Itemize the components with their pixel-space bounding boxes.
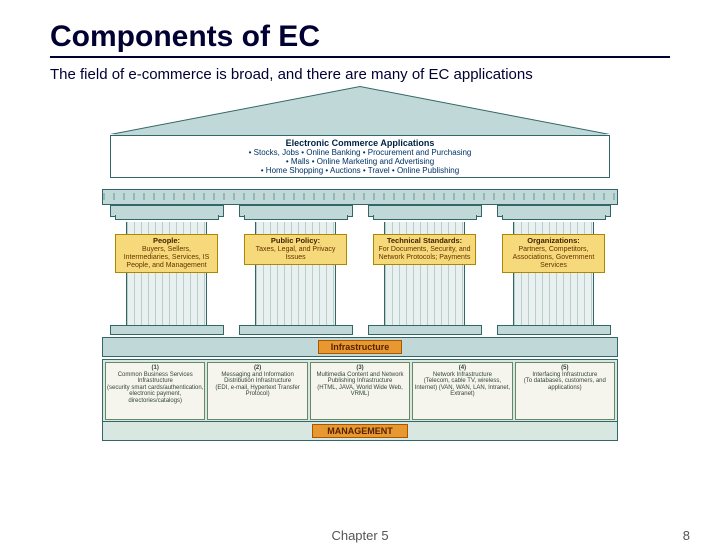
foundation-box: (1) Common Business Services Infrastruct…: [105, 362, 205, 420]
infrastructure-bar: Infrastructure: [102, 337, 618, 357]
pillars-row: People: Buyers, Sellers, Intermediaries,…: [102, 205, 618, 335]
foundation-box: (5) Interfacing Infrastructure (To datab…: [515, 362, 615, 420]
pillar-base: [239, 325, 353, 335]
pillar-plaque: Organizations: Partners, Competitors, As…: [502, 234, 604, 273]
management-bar: MANAGEMENT: [102, 421, 618, 441]
pillar-shaft: Public Policy: Taxes, Legal, and Privacy…: [255, 222, 335, 325]
banner-line: • Home Shopping • Auctions • Travel • On…: [115, 166, 605, 175]
fbox-detail: (To databases, customers, and applicatio…: [517, 378, 613, 391]
fbox-title: Common Business Services Infrastructure: [107, 372, 203, 385]
fbox-title: Multimedia Content and Network Publishin…: [312, 372, 408, 385]
pillar-capital: [110, 205, 224, 217]
fbox-num: (3): [312, 365, 408, 372]
fbox-title: Network Infrastructure: [414, 372, 510, 379]
title-rule: [50, 56, 670, 58]
pillar-shaft: Organizations: Partners, Competitors, As…: [513, 222, 593, 325]
pillar-plaque: Technical Standards: For Documents, Secu…: [373, 234, 475, 265]
plaque-head: Organizations:: [505, 237, 601, 246]
pillar-base: [110, 325, 224, 335]
cornice-bar: [102, 189, 618, 205]
banner-line: • Malls • Online Marketing and Advertisi…: [115, 157, 605, 166]
banner-line: • Stocks, Jobs • Online Banking • Procur…: [115, 148, 605, 157]
pillar-shaft: People: Buyers, Sellers, Intermediaries,…: [126, 222, 206, 325]
applications-banner: Electronic Commerce Applications • Stock…: [110, 135, 610, 178]
pediment-roof: [110, 87, 610, 135]
fbox-title: Messaging and Information Distribution I…: [209, 372, 305, 385]
plaque-head: Public Policy:: [247, 237, 343, 246]
plaque-body: Taxes, Legal, and Privacy Issues: [256, 246, 336, 261]
infrastructure-label: Infrastructure: [318, 340, 403, 354]
pillar-standards: Technical Standards: For Documents, Secu…: [369, 205, 481, 335]
pillar-capital: [497, 205, 611, 217]
ec-temple-diagram: Electronic Commerce Applications • Stock…: [90, 87, 630, 447]
plaque-head: Technical Standards:: [376, 237, 472, 246]
fbox-detail: (EDI, e-mail, Hypertext Transfer Protoco…: [209, 385, 305, 398]
fbox-num: (2): [209, 365, 305, 372]
page-number: 8: [683, 528, 690, 543]
plaque-body: Partners, Competitors, Associations, Gov…: [513, 246, 595, 269]
pillar-plaque: People: Buyers, Sellers, Intermediaries,…: [115, 234, 217, 273]
foundation-box: (4) Network Infrastructure (Telecom, cab…: [412, 362, 512, 420]
pillar-organizations: Organizations: Partners, Competitors, As…: [498, 205, 610, 335]
fbox-detail: (HTML, JAVA, World Wide Web, VRML): [312, 385, 408, 398]
banner-heading: Electronic Commerce Applications: [115, 138, 605, 148]
slide-subtitle: The field of e-commerce is broad, and th…: [50, 66, 670, 83]
pillar-capital: [368, 205, 482, 217]
pillar-base: [368, 325, 482, 335]
pillar-policy: Public Policy: Taxes, Legal, and Privacy…: [240, 205, 352, 335]
pillar-plaque: Public Policy: Taxes, Legal, and Privacy…: [244, 234, 346, 265]
management-label: MANAGEMENT: [312, 424, 408, 438]
pillar-shaft: Technical Standards: For Documents, Secu…: [384, 222, 464, 325]
foundation-box: (3) Multimedia Content and Network Publi…: [310, 362, 410, 420]
pillar-capital: [239, 205, 353, 217]
pillar-people: People: Buyers, Sellers, Intermediaries,…: [111, 205, 223, 335]
pillar-base: [497, 325, 611, 335]
slide-title: Components of EC: [50, 20, 670, 54]
fbox-num: (1): [107, 365, 203, 372]
foundation-row: (1) Common Business Services Infrastruct…: [102, 359, 618, 423]
fbox-detail: (Telecom, cable TV, wireless, Internet) …: [414, 378, 510, 398]
foundation-box: (2) Messaging and Information Distributi…: [207, 362, 307, 420]
plaque-head: People:: [118, 237, 214, 246]
chapter-label: Chapter 5: [331, 528, 388, 543]
plaque-body: For Documents, Security, and Network Pro…: [378, 246, 470, 261]
plaque-body: Buyers, Sellers, Intermediaries, Service…: [124, 246, 210, 269]
fbox-num: (4): [414, 365, 510, 372]
fbox-detail: (security smart cards/authentication, el…: [107, 385, 203, 405]
fbox-title: Interfacing Infrastructure: [517, 372, 613, 379]
fbox-num: (5): [517, 365, 613, 372]
